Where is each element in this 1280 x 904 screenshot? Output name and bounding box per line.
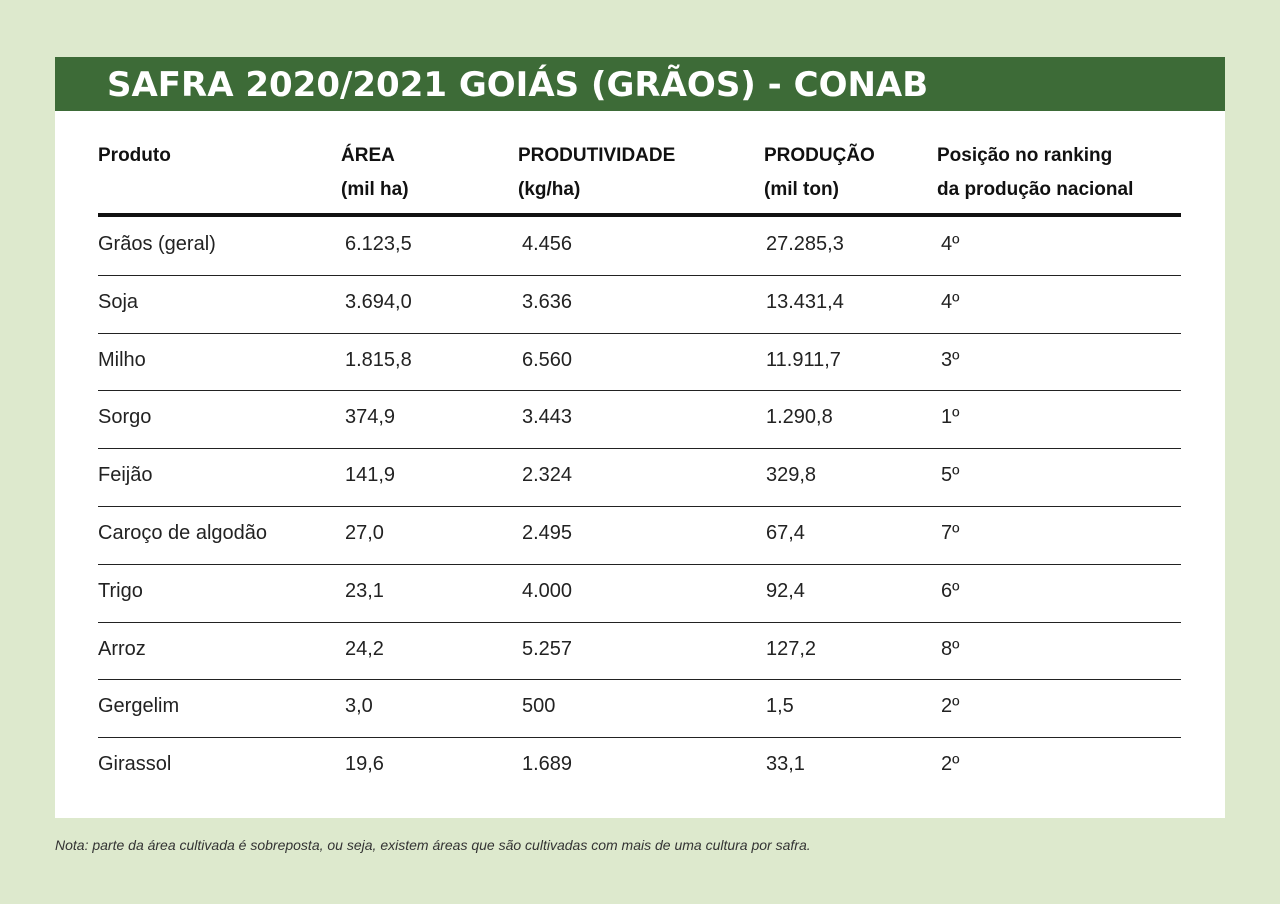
column-header-line2: da produção nacional <box>937 179 1134 200</box>
cell-ranking: 2º <box>941 753 960 776</box>
table-row <box>98 448 1181 507</box>
cell-produto: Sorgo <box>98 406 152 429</box>
cell-produto: Girassol <box>98 753 172 776</box>
column-header-producao: PRODUÇÃO (mil ton) <box>764 139 875 207</box>
cell-area: 1.815,8 <box>345 348 412 371</box>
cell-produtividade: 2.324 <box>522 464 573 487</box>
cell-ranking: 1º <box>941 406 960 429</box>
column-header-line1: Posição no ranking <box>937 145 1113 166</box>
cell-producao: 127,2 <box>766 637 817 660</box>
cell-produto: Grãos (geral) <box>98 233 216 255</box>
column-header-produtividade: PRODUTIVIDADE (kg/ha) <box>518 139 675 207</box>
column-header-line1: ÁREA <box>341 145 395 166</box>
cell-produto: Arroz <box>98 637 146 660</box>
header-divider <box>98 213 1181 217</box>
cell-produto: Soja <box>98 290 139 313</box>
table-card: SAFRA 2020/2021 GOIÁS (GRÃOS) - CONAB Pr… <box>55 57 1225 818</box>
cell-producao: 1,5 <box>766 695 794 718</box>
cell-producao: 329,8 <box>766 464 817 487</box>
cell-ranking: 2º <box>941 695 960 718</box>
cell-ranking: 4º <box>941 233 960 255</box>
cell-produto: Caroço de algodão <box>98 522 268 544</box>
title-bar: SAFRA 2020/2021 GOIÁS (GRÃOS) - CONAB <box>55 57 1225 111</box>
cell-produtividade: 2.495 <box>522 522 573 544</box>
cell-produtividade: 1.689 <box>522 753 573 776</box>
cell-producao: 27.285,3 <box>766 233 844 255</box>
column-header-line1: Produto <box>98 145 171 166</box>
cell-area: 24,2 <box>345 637 384 660</box>
cell-area: 6.123,5 <box>345 233 412 255</box>
column-header-line2: (mil ha) <box>341 179 409 200</box>
cell-area: 27,0 <box>345 522 384 544</box>
cell-produtividade: 3.443 <box>522 406 573 429</box>
page-title: SAFRA 2020/2021 GOIÁS (GRÃOS) - CONAB <box>107 65 929 105</box>
column-header-line2: (kg/ha) <box>518 179 581 200</box>
cell-produtividade: 6.560 <box>522 348 573 371</box>
cell-produtividade: 5.257 <box>522 637 573 660</box>
cell-area: 23,1 <box>345 579 384 602</box>
cell-producao: 33,1 <box>766 753 805 776</box>
cell-producao: 67,4 <box>766 522 805 544</box>
column-header-line1: PRODUÇÃO <box>764 145 875 166</box>
cell-produtividade: 500 <box>522 695 556 718</box>
cell-ranking: 4º <box>941 290 960 313</box>
table-row <box>98 737 1181 795</box>
cell-ranking: 3º <box>941 348 960 371</box>
cell-producao: 11.911,7 <box>766 348 841 371</box>
cell-producao: 13.431,4 <box>766 290 844 313</box>
cell-produto: Trigo <box>98 579 143 602</box>
cell-produto: Gergelim <box>98 695 180 718</box>
cell-produto: Milho <box>98 348 146 371</box>
cell-producao: 1.290,8 <box>766 406 833 429</box>
cell-produto: Feijão <box>98 464 153 487</box>
cell-area: 3,0 <box>345 695 373 718</box>
cell-area: 141,9 <box>345 464 396 487</box>
column-header-line2: (mil ton) <box>764 179 839 200</box>
table-row <box>98 622 1181 681</box>
cell-ranking: 6º <box>941 579 960 602</box>
column-header-line1: PRODUTIVIDADE <box>518 145 676 166</box>
cell-area: 3.694,0 <box>345 290 412 313</box>
column-header-ranking: Posição no ranking da produção nacional <box>937 139 1133 207</box>
footnote: Nota: parte da área cultivada é sobrepos… <box>55 837 811 853</box>
table-row <box>98 506 1181 565</box>
column-header-produto: Produto <box>98 139 171 173</box>
cell-area: 374,9 <box>345 406 396 429</box>
cell-produtividade: 4.456 <box>522 233 573 255</box>
table-row <box>98 390 1181 450</box>
table-row <box>98 333 1181 392</box>
cell-area: 19,6 <box>345 753 384 776</box>
table-row <box>98 564 1181 623</box>
column-header-area: ÁREA (mil ha) <box>341 139 409 207</box>
cell-ranking: 7º <box>941 522 960 544</box>
cell-producao: 92,4 <box>766 579 805 602</box>
table-row <box>98 217 1181 276</box>
table-row <box>98 275 1181 334</box>
cell-ranking: 5º <box>941 464 960 487</box>
cell-produtividade: 3.636 <box>522 290 573 313</box>
cell-ranking: 8º <box>941 637 960 660</box>
table-row <box>98 679 1181 739</box>
cell-produtividade: 4.000 <box>522 579 573 602</box>
